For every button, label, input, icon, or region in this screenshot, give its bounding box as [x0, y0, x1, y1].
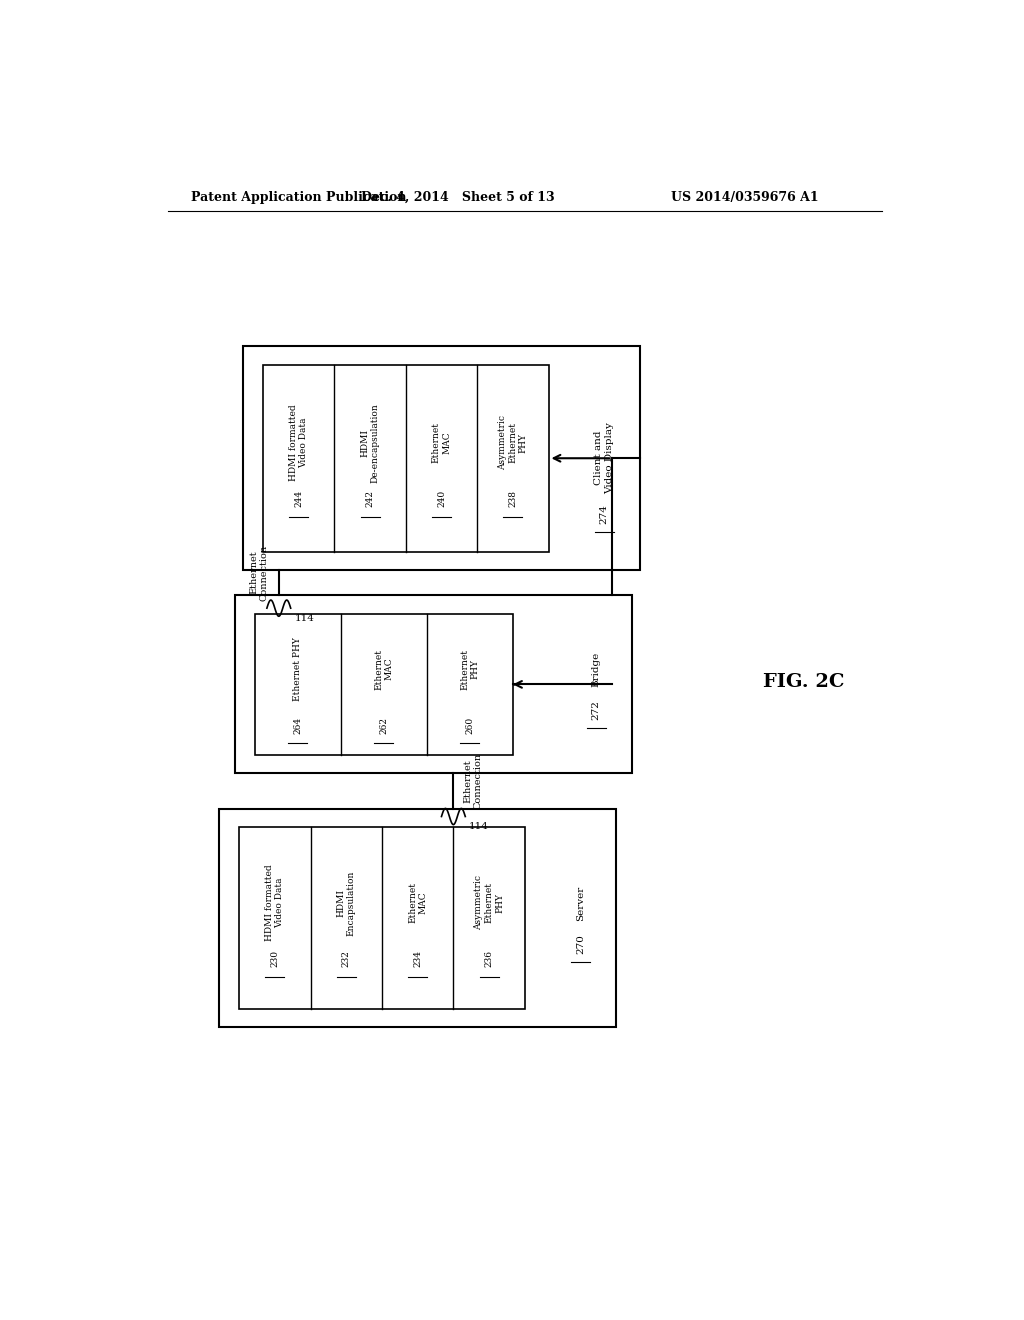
- Text: 114: 114: [295, 614, 314, 623]
- Text: 260: 260: [466, 717, 474, 734]
- Text: 114: 114: [469, 822, 489, 832]
- Text: 230: 230: [270, 950, 280, 968]
- Bar: [255, 614, 513, 755]
- Text: Bridge: Bridge: [592, 652, 601, 686]
- Text: 270: 270: [575, 933, 585, 953]
- Text: 232: 232: [342, 950, 351, 968]
- Text: Ethernet
PHY: Ethernet PHY: [460, 648, 479, 689]
- Text: 272: 272: [592, 700, 601, 719]
- Text: Ethernet
MAC: Ethernet MAC: [432, 422, 452, 463]
- Text: 242: 242: [366, 491, 375, 507]
- Text: Ethernet
MAC: Ethernet MAC: [374, 648, 393, 689]
- Bar: [219, 809, 616, 1027]
- Text: Ethernet
Connection: Ethernet Connection: [464, 752, 483, 809]
- Text: HDMI formatted
Video Data: HDMI formatted Video Data: [265, 865, 285, 941]
- Text: Asymmetric
Ethernet
PHY: Asymmetric Ethernet PHY: [474, 875, 504, 931]
- Text: HDMI
Encapsulation: HDMI Encapsulation: [337, 870, 356, 936]
- Text: Ethernet
MAC: Ethernet MAC: [408, 882, 427, 924]
- Text: 264: 264: [294, 717, 302, 734]
- Bar: [263, 364, 549, 552]
- Text: Server: Server: [575, 886, 585, 920]
- Text: US 2014/0359676 A1: US 2014/0359676 A1: [671, 190, 818, 203]
- Bar: [240, 828, 524, 1008]
- Bar: [236, 595, 632, 774]
- Text: 236: 236: [484, 950, 494, 968]
- Text: 238: 238: [508, 491, 517, 507]
- Text: 244: 244: [294, 490, 303, 507]
- Text: HDMI formatted
Video Data: HDMI formatted Video Data: [289, 405, 308, 482]
- Bar: [243, 346, 640, 570]
- Text: HDMI
De-encapsulation: HDMI De-encapsulation: [360, 403, 380, 483]
- Text: Client and
Video Display: Client and Video Display: [595, 422, 613, 494]
- Text: Patent Application Publication: Patent Application Publication: [191, 190, 407, 203]
- Text: 234: 234: [413, 950, 422, 968]
- Text: 274: 274: [600, 504, 608, 524]
- Text: Dec. 4, 2014   Sheet 5 of 13: Dec. 4, 2014 Sheet 5 of 13: [360, 190, 554, 203]
- Text: FIG. 2C: FIG. 2C: [763, 673, 845, 690]
- Text: Asymmetric
Ethernet
PHY: Asymmetric Ethernet PHY: [498, 416, 527, 470]
- Text: 262: 262: [380, 717, 388, 734]
- Text: 240: 240: [437, 490, 446, 507]
- Text: Ethernet PHY: Ethernet PHY: [294, 638, 302, 701]
- Text: Ethernet
Connection: Ethernet Connection: [249, 545, 268, 601]
